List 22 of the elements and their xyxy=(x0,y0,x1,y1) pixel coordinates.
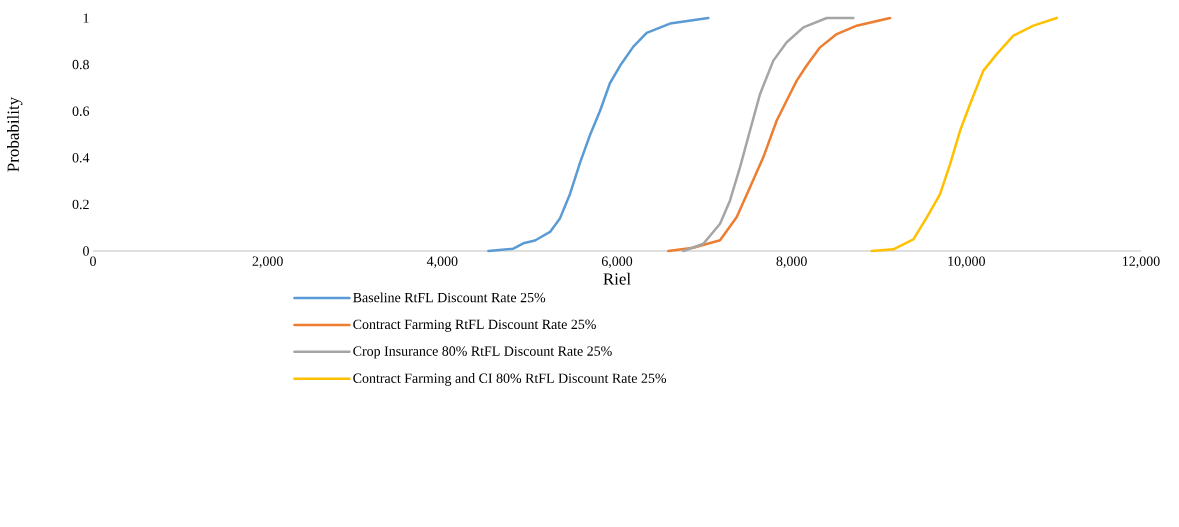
y-tick-label: 0.2 xyxy=(72,199,89,210)
legend-label: Contract Farming RtFL Discount Rate 25% xyxy=(353,319,596,332)
y-tick-label: 0.6 xyxy=(72,106,90,116)
x-axis-title: Riel xyxy=(603,272,631,285)
x-tick-label: 8,000 xyxy=(776,256,807,268)
y-axis-title: Probability xyxy=(7,96,23,172)
y-tick-label: 1 xyxy=(83,13,89,23)
y-tick-label: 0.8 xyxy=(72,59,89,70)
x-tick-label: 10,000 xyxy=(948,256,985,268)
y-tick-label: 0 xyxy=(83,246,89,256)
legend-label: Crop Insurance 80% RtFL Discount Rate 25% xyxy=(353,346,612,359)
legend-label: Baseline RtFL Discount Rate 25% xyxy=(353,292,546,303)
x-tick-label: 4,000 xyxy=(426,256,458,268)
legend-label: Contract Farming and CI 80% RtFL Discount Rate 25% xyxy=(353,373,667,386)
line-series xyxy=(487,16,710,253)
x-tick-label: 6,000 xyxy=(601,256,633,268)
x-tick-label: 2,000 xyxy=(252,256,283,268)
line-series xyxy=(870,16,1058,253)
line-series xyxy=(682,16,855,253)
line-series xyxy=(667,16,892,253)
y-tick-label: 0.4 xyxy=(72,153,90,163)
x-tick-label: 12,000 xyxy=(1123,256,1160,268)
